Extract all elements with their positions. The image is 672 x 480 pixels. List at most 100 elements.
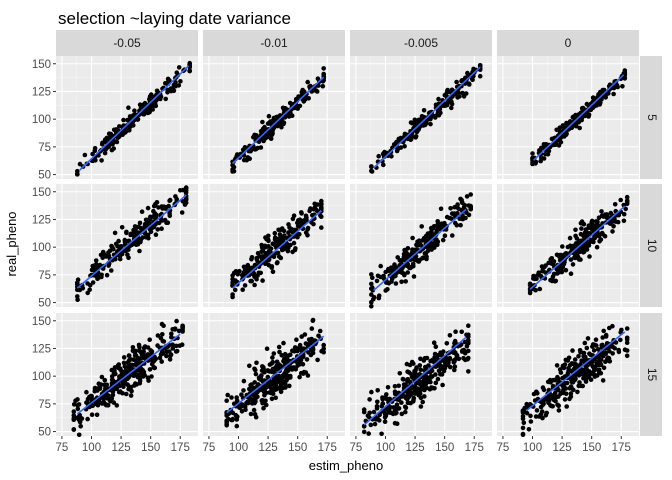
data-point — [431, 340, 437, 346]
data-point — [550, 383, 556, 389]
data-point — [145, 205, 151, 211]
data-point — [583, 227, 589, 232]
data-point — [75, 172, 80, 177]
data-point — [266, 233, 271, 239]
data-point — [140, 102, 146, 108]
data-point — [170, 342, 175, 348]
data-point — [135, 355, 141, 361]
data-point — [419, 224, 425, 229]
data-point — [231, 164, 237, 170]
data-point — [276, 254, 282, 259]
data-point — [585, 336, 591, 341]
data-point — [270, 359, 276, 365]
data-point — [401, 254, 407, 260]
data-point — [278, 382, 284, 388]
data-point — [552, 390, 558, 396]
data-point — [420, 399, 426, 405]
data-point — [179, 210, 185, 215]
data-point — [253, 414, 259, 420]
data-point — [418, 356, 423, 362]
data-point — [587, 231, 592, 236]
data-point — [241, 388, 246, 393]
data-point — [392, 384, 398, 389]
data-point — [156, 205, 161, 210]
data-point — [102, 382, 107, 388]
data-point — [96, 399, 102, 405]
data-point — [408, 392, 414, 397]
data-point — [297, 342, 303, 348]
data-point — [391, 142, 397, 147]
data-point — [614, 83, 620, 88]
data-point — [528, 419, 534, 424]
data-point — [601, 365, 607, 371]
data-point — [160, 338, 166, 344]
data-point — [402, 131, 408, 137]
data-point — [183, 188, 189, 193]
data-point — [394, 402, 400, 408]
data-point — [453, 329, 458, 335]
data-point — [371, 409, 377, 415]
data-point — [592, 367, 597, 373]
data-point — [261, 405, 266, 411]
data-point — [587, 254, 592, 259]
data-point — [102, 150, 108, 156]
data-point — [90, 280, 96, 285]
data-point — [174, 343, 179, 349]
data-point — [586, 240, 592, 246]
data-point — [249, 254, 255, 260]
data-point — [598, 237, 604, 242]
data-point — [558, 252, 564, 258]
x-tick-label: 150 — [435, 442, 454, 454]
data-point — [183, 196, 189, 201]
data-point — [164, 349, 169, 355]
data-point — [564, 380, 570, 386]
facet-panel — [203, 184, 345, 307]
data-point — [427, 369, 433, 375]
data-point — [593, 337, 599, 343]
facet-panel — [56, 56, 198, 179]
data-point — [307, 208, 312, 214]
column-strip — [56, 30, 198, 56]
data-point — [145, 353, 151, 359]
data-point — [551, 271, 557, 277]
data-point — [598, 352, 603, 358]
data-point — [269, 264, 275, 269]
data-point — [603, 359, 608, 365]
data-point — [277, 232, 283, 237]
data-point — [147, 337, 152, 343]
data-point — [604, 212, 609, 218]
data-point — [615, 219, 621, 225]
data-point — [162, 217, 168, 223]
data-point — [141, 112, 147, 117]
data-point — [76, 432, 82, 438]
data-point — [71, 409, 77, 414]
data-point — [316, 333, 321, 339]
data-point — [372, 421, 378, 427]
data-point — [624, 340, 630, 346]
data-point — [260, 278, 265, 283]
column-strip-label: -0.005 — [404, 36, 438, 50]
data-point — [109, 374, 115, 379]
data-point — [527, 283, 533, 288]
data-point — [618, 337, 623, 343]
data-point — [121, 117, 126, 123]
data-point — [225, 392, 230, 398]
data-point — [273, 395, 279, 401]
x-tick-label: 175 — [171, 442, 190, 454]
data-point — [106, 131, 112, 136]
data-point — [395, 146, 401, 152]
data-point — [386, 410, 391, 415]
data-point — [170, 346, 176, 351]
data-point — [249, 384, 254, 389]
data-point — [239, 392, 244, 398]
data-point — [534, 408, 540, 413]
data-point — [399, 279, 404, 285]
data-point — [132, 383, 137, 388]
data-point — [576, 239, 582, 245]
data-point — [582, 340, 588, 346]
data-point — [458, 222, 463, 228]
data-point — [392, 405, 397, 411]
data-point — [241, 378, 247, 384]
data-point — [288, 352, 293, 358]
